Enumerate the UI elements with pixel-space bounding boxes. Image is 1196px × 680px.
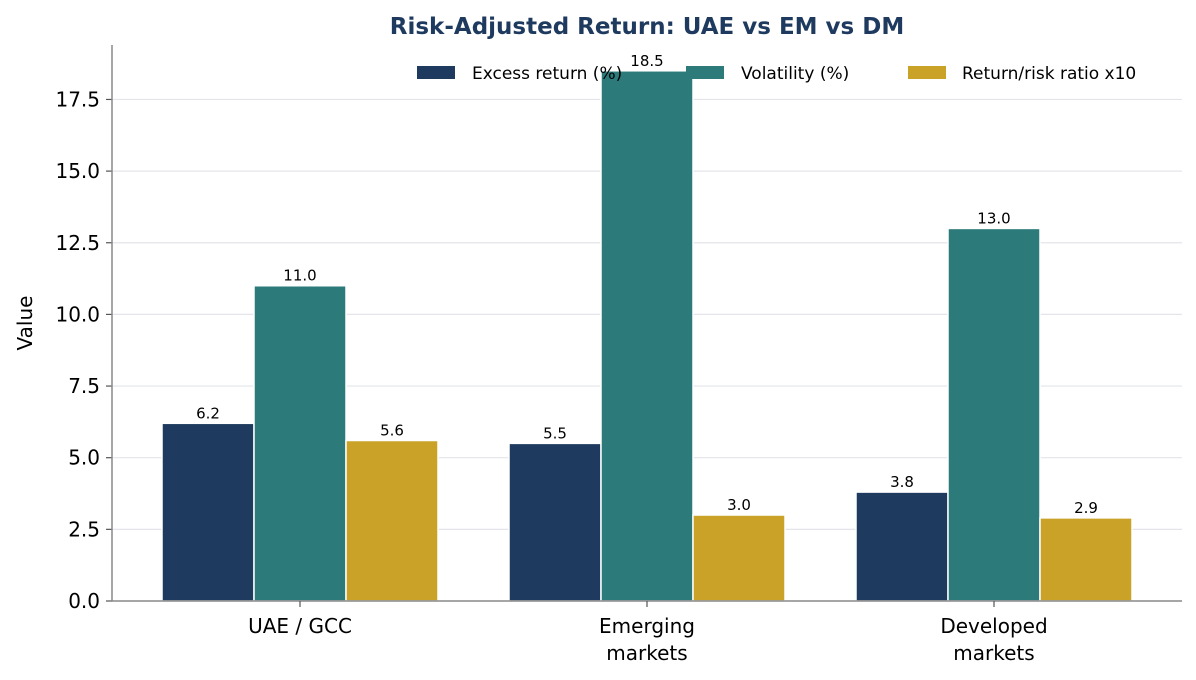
bar-value-label: 5.5 bbox=[543, 424, 567, 442]
legend-swatch bbox=[686, 66, 724, 79]
axes bbox=[106, 45, 1182, 607]
bar-value-label: 3.8 bbox=[890, 473, 914, 491]
legend-label: Volatility (%) bbox=[741, 64, 849, 84]
y-tick-label: 17.5 bbox=[55, 87, 100, 111]
bar-value-label: 11.0 bbox=[283, 267, 316, 285]
bar bbox=[253, 284, 347, 602]
bar-value-label: 18.5 bbox=[630, 52, 663, 70]
bar-value-label: 13.0 bbox=[977, 209, 1010, 227]
y-tick-label: 12.5 bbox=[55, 231, 100, 255]
bar bbox=[161, 422, 255, 602]
legend-label: Excess return (%) bbox=[472, 64, 622, 84]
legend-swatch bbox=[417, 66, 455, 79]
y-tick-label: 2.5 bbox=[68, 517, 100, 541]
legend: Excess return (%) Volatility (%) Return/ri… bbox=[417, 64, 1136, 84]
x-tick-label: Emerging markets bbox=[599, 614, 695, 665]
bar-value-label: 5.6 bbox=[380, 422, 404, 440]
y-tick-label: 15.0 bbox=[55, 159, 100, 183]
y-tick-label: 10.0 bbox=[55, 302, 100, 326]
x-tick-label: Developed markets bbox=[940, 614, 1047, 665]
y-tick-label: 0.0 bbox=[68, 589, 100, 613]
bar bbox=[600, 70, 694, 602]
chart-title: Risk-Adjusted Return: UAE vs EM vs DM bbox=[390, 14, 904, 40]
bar bbox=[508, 442, 602, 602]
bar bbox=[855, 491, 949, 602]
bar-value-label: 2.9 bbox=[1074, 499, 1098, 517]
tick-labels: 0.0 2.5 5.0 7.5 10.0 12.5 15.0 17.5 UAE / GCC Eme… bbox=[55, 87, 1047, 665]
data-labels: 6.2 5.5 3.8 11.0 18.5 13.0 5.6 3.0 2.9 bbox=[196, 52, 1098, 517]
y-tick-label: 7.5 bbox=[68, 374, 100, 398]
y-tick-label: 5.0 bbox=[68, 446, 100, 470]
legend-label: Return/risk ratio x10 bbox=[962, 64, 1136, 84]
bar bbox=[1039, 517, 1133, 602]
y-axis-label: Value bbox=[13, 296, 37, 351]
bars-group bbox=[161, 70, 1133, 602]
bar bbox=[947, 227, 1041, 602]
legend-swatch bbox=[908, 66, 946, 79]
bar-value-label: 3.0 bbox=[727, 496, 751, 514]
x-tick-label: UAE / GCC bbox=[248, 614, 352, 638]
bar bbox=[345, 439, 439, 602]
bar-value-label: 6.2 bbox=[196, 404, 220, 422]
bar bbox=[692, 514, 786, 602]
